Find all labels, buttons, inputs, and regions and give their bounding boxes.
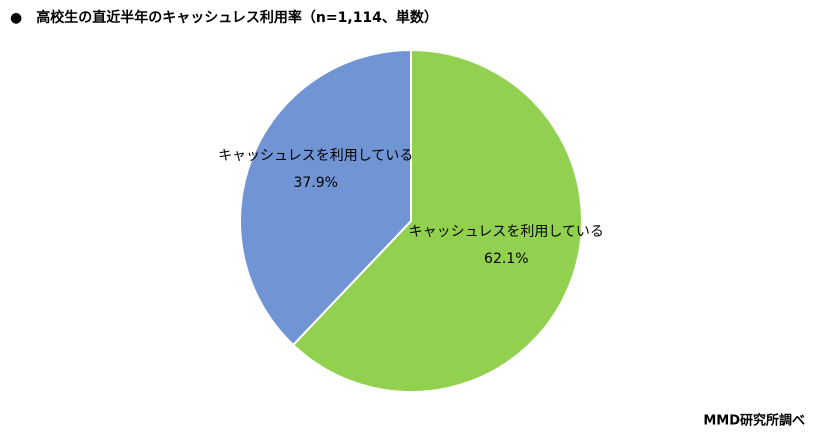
slice-category-label: キャッシュレスを利用している: [409, 224, 604, 240]
pie-slice: [291, 48, 583, 393]
slice-value-label: 62.1%: [484, 251, 528, 267]
pie-slice: [239, 48, 412, 347]
slice-category-label: キャッシュレスを利用している: [218, 148, 413, 164]
source-note: MMD研究所調べ: [703, 413, 805, 429]
slice-value-label: 37.9%: [293, 175, 337, 191]
chart-title: ● 高校生の直近半年のキャッシュレス利用率（n=1,114、単数）: [10, 9, 438, 26]
